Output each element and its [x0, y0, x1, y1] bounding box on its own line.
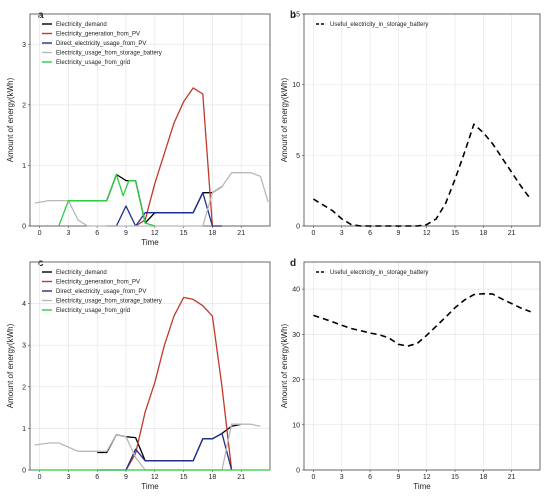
x-tick-label: 0: [38, 230, 42, 237]
x-axis-label: Time: [141, 238, 159, 247]
x-tick-label: 21: [237, 474, 245, 481]
series-line-1: [97, 423, 242, 462]
legend-label: Direct_electricity_usage_from_PV: [56, 41, 146, 47]
y-tick-label: 10: [292, 422, 300, 429]
legend-label: Electricity_demand: [56, 22, 107, 28]
legend-label: Electricity_usage_from_storage_battery: [56, 299, 162, 305]
x-tick-label: 18: [479, 474, 487, 481]
panel-label: c: [38, 258, 44, 269]
legend-label: Electricity_demand: [56, 270, 107, 276]
legend-label: Electricity_usage_from_grid: [56, 308, 130, 314]
x-tick-label: 9: [124, 230, 128, 237]
legend-label: Useful_electricity_in_storage_battery: [330, 22, 428, 28]
y-tick-label: 5: [296, 153, 300, 160]
y-tick-label: 0: [22, 224, 26, 231]
x-tick-label: 12: [151, 474, 159, 481]
x-tick-label: 18: [209, 474, 217, 481]
y-tick-label: 20: [292, 377, 300, 384]
x-tick-label: 3: [340, 474, 344, 481]
panel-b: b 0 3 6 9 12 15 18 21 0 5 10 15 Amount of energy(kWh)…: [280, 10, 541, 237]
panel-label: d: [290, 258, 296, 269]
series-line-2: [125, 296, 233, 471]
x-tick-label: 0: [311, 474, 315, 481]
y-tick-label: 3: [22, 343, 26, 350]
series-line-3: [97, 432, 233, 471]
y-tick-label: 2: [22, 384, 26, 391]
x-tick-label: 12: [423, 474, 431, 481]
x-tick-label: 15: [180, 230, 188, 237]
panel-label: a: [38, 10, 44, 21]
x-tick-label: 12: [423, 230, 431, 237]
y-axis-label: Amount of energy(kWh): [280, 77, 289, 162]
x-tick-label: 6: [368, 474, 372, 481]
series-line-4: [34, 172, 269, 227]
x-tick-label: 9: [396, 230, 400, 237]
x-tick-label: 6: [95, 230, 99, 237]
legend-label: Direct_electricity_usage_from_PV: [56, 289, 146, 295]
y-tick-label: 0: [296, 468, 300, 475]
series-line-2: [135, 87, 214, 227]
x-tick-label: 6: [368, 230, 372, 237]
x-tick-label: 3: [66, 230, 70, 237]
x-tick-label: 9: [124, 474, 128, 481]
series-line-1: [313, 292, 531, 347]
y-tick-label: 40: [292, 287, 300, 294]
y-tick-label: 4: [22, 301, 26, 308]
x-tick-label: 9: [396, 474, 400, 481]
y-tick-label: 0: [296, 224, 300, 231]
y-axis-label: Amount of energy(kWh): [6, 77, 15, 162]
x-tick-label: 3: [340, 230, 344, 237]
y-tick-label: 2: [22, 102, 26, 109]
y-tick-label: 10: [292, 82, 300, 89]
x-tick-label: 0: [311, 230, 315, 237]
x-tick-label: 3: [66, 474, 70, 481]
series-line-1: [312, 123, 532, 227]
x-tick-label: 18: [209, 230, 217, 237]
y-tick-label: 3: [22, 42, 26, 49]
x-tick-label: 15: [180, 474, 188, 481]
x-axis-label: Time: [141, 482, 159, 491]
legend-label: Electricity_usage_from_storage_battery: [56, 51, 162, 57]
y-axis-label: Amount of energy(kWh): [6, 323, 15, 408]
y-tick-label: 1: [22, 426, 26, 433]
y-tick-label: 0: [22, 468, 26, 475]
legend-label: Electricity_generation_from_PV: [56, 280, 140, 286]
y-tick-label: 15: [292, 12, 300, 19]
x-tick-label: 21: [508, 230, 516, 237]
y-tick-label: 30: [292, 332, 300, 339]
series-line-3: [106, 192, 222, 227]
x-tick-label: 0: [38, 474, 42, 481]
x-tick-label: 6: [95, 474, 99, 481]
series-line-5: [58, 173, 155, 227]
x-tick-label: 18: [479, 230, 487, 237]
x-axis-label: Time: [413, 482, 431, 491]
x-tick-label: 15: [451, 230, 459, 237]
x-tick-label: 21: [237, 230, 245, 237]
legend-label: Useful_electricity_in_storage_battery: [330, 270, 428, 276]
panel-d: d 0 3 6 9 12 15 18 21 0 10 20 30 40 Time Amount of ener…: [280, 258, 541, 491]
plot-frame: [303, 13, 541, 227]
panel-label: b: [290, 10, 296, 21]
x-tick-label: 21: [508, 474, 516, 481]
legend-label: Electricity_usage_from_grid: [56, 60, 130, 66]
plot-frame: [303, 261, 541, 471]
legend-label: Electricity_generation_from_PV: [56, 32, 140, 38]
series-line-1: [68, 173, 223, 224]
y-tick-label: 1: [22, 163, 26, 170]
x-tick-label: 12: [151, 230, 159, 237]
y-axis-label: Amount of energy(kWh): [280, 323, 289, 408]
x-tick-label: 15: [451, 474, 459, 481]
